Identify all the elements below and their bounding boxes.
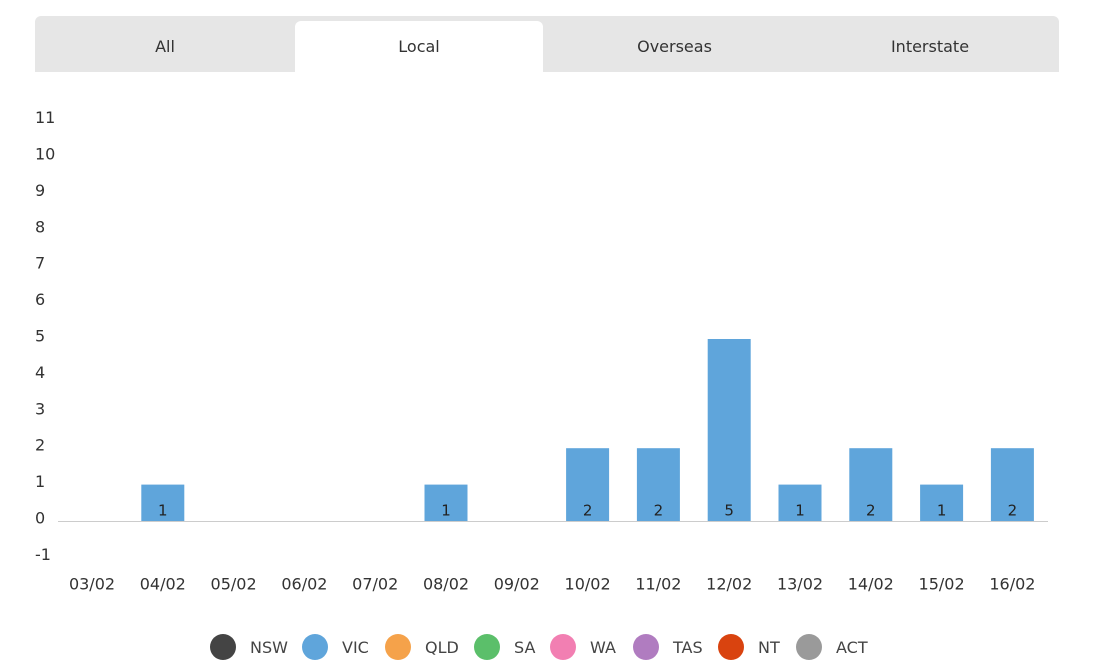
data-label: 2 — [866, 502, 876, 520]
legend-item-nsw[interactable]: NSW — [210, 632, 288, 662]
legend-item-act[interactable]: ACT — [796, 632, 868, 662]
legend-swatch — [210, 634, 236, 660]
data-label: 2 — [583, 502, 593, 520]
bar-08-02 — [424, 484, 468, 521]
x-tick-label: 10/02 — [565, 575, 611, 594]
x-tick-label: 11/02 — [635, 575, 681, 594]
x-tick-label: 05/02 — [211, 575, 257, 594]
bar-16-02 — [990, 448, 1034, 521]
legend-label: VIC — [342, 637, 369, 657]
legend-item-tas[interactable]: TAS — [633, 632, 703, 662]
data-label: 2 — [1008, 502, 1018, 520]
legend-item-wa[interactable]: WA — [550, 632, 616, 662]
bar-series-vic: 1 1 2 2 5 1 2 1 2 — [141, 339, 1034, 521]
data-label: 1 — [795, 502, 805, 520]
y-tick-label: 5 — [35, 327, 45, 346]
legend-swatch — [302, 634, 328, 660]
data-label: 1 — [158, 502, 168, 520]
legend-label: TAS — [673, 637, 703, 657]
bar-13-02 — [778, 484, 822, 521]
y-tick-label: 2 — [35, 436, 45, 455]
x-tick-label: 13/02 — [777, 575, 823, 594]
y-tick-label: 3 — [35, 399, 45, 418]
y-tick-label: 0 — [35, 509, 45, 528]
tab-local[interactable]: Local — [295, 21, 543, 72]
y-tick-label: 8 — [35, 217, 45, 236]
tab-all[interactable]: All — [155, 37, 175, 56]
x-tick-label: 12/02 — [706, 575, 752, 594]
y-tick-label: 9 — [35, 181, 45, 200]
legend-item-vic[interactable]: VIC — [302, 632, 369, 662]
legend-swatch — [633, 634, 659, 660]
bar-15-02 — [920, 484, 964, 521]
data-label: 1 — [937, 502, 947, 520]
legend-label: QLD — [425, 637, 459, 657]
x-tick-label: 09/02 — [494, 575, 540, 594]
y-tick-label: -1 — [35, 545, 51, 564]
legend-item-sa[interactable]: SA — [474, 632, 535, 662]
legend-label: SA — [514, 637, 536, 657]
legend-swatch — [385, 634, 411, 660]
x-tick-label: 14/02 — [848, 575, 894, 594]
legend-label: ACT — [836, 637, 868, 657]
x-axis: 03/02 04/02 05/02 06/02 07/02 08/02 09/02 10/02… — [69, 575, 1036, 594]
y-tick-label: 11 — [35, 108, 55, 127]
bar-11-02 — [636, 448, 680, 521]
tab-overseas[interactable]: Overseas — [637, 37, 712, 56]
data-label: 2 — [654, 502, 664, 520]
legend-swatch — [550, 634, 576, 660]
x-tick-label: 03/02 — [69, 575, 115, 594]
y-tick-label: 4 — [35, 363, 45, 382]
x-tick-label: 06/02 — [281, 575, 327, 594]
x-tick-label: 15/02 — [919, 575, 965, 594]
data-label: 1 — [441, 502, 451, 520]
tab-interstate[interactable]: Interstate — [890, 37, 970, 56]
bar-14-02 — [849, 448, 893, 521]
y-tick-label: 1 — [35, 472, 45, 491]
x-tick-label: 08/02 — [423, 575, 469, 594]
x-tick-label: 07/02 — [352, 575, 398, 594]
y-tick-label: 10 — [35, 145, 55, 164]
legend-swatch — [474, 634, 500, 660]
legend-label: WA — [590, 637, 616, 657]
chart-legend: NSW VIC QLD SA WA TAS NT ACT — [0, 632, 1096, 662]
y-axis: -1 0 1 2 3 4 5 6 7 8 9 10 11 — [35, 108, 55, 564]
data-label: 5 — [724, 502, 734, 520]
legend-swatch — [718, 634, 744, 660]
x-tick-label: 16/02 — [989, 575, 1035, 594]
legend-label: NT — [758, 637, 780, 657]
legend-label: NSW — [250, 637, 288, 657]
y-tick-label: 6 — [35, 290, 45, 309]
bar-04-02 — [141, 484, 185, 521]
region-tabs: All Local Overseas Interstate — [35, 16, 1059, 72]
bar-12-02 — [707, 339, 751, 521]
legend-item-nt[interactable]: NT — [718, 632, 780, 662]
legend-swatch — [796, 634, 822, 660]
x-tick-label: 04/02 — [140, 575, 186, 594]
y-tick-label: 7 — [35, 254, 45, 273]
legend-item-qld[interactable]: QLD — [385, 632, 459, 662]
bar-10-02 — [566, 448, 610, 521]
